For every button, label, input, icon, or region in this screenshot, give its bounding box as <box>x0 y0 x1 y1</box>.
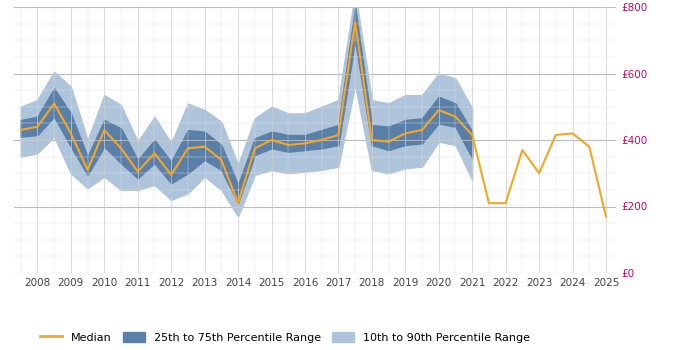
Legend: Median, 25th to 75th Percentile Range, 10th to 90th Percentile Range: Median, 25th to 75th Percentile Range, 1… <box>35 328 535 347</box>
